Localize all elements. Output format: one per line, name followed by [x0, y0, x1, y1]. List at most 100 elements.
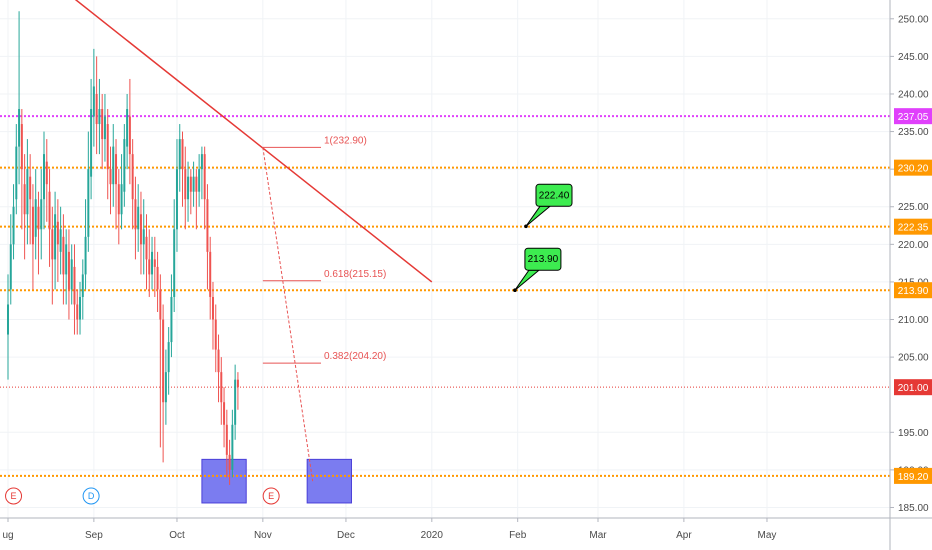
- candle-body: [18, 109, 21, 147]
- candle-body: [184, 169, 187, 200]
- price-tick-label: 205.00: [898, 353, 929, 364]
- candle-body: [37, 206, 40, 230]
- candle-body: [67, 251, 70, 290]
- time-tick-label: ug: [2, 530, 13, 541]
- candle-body: [103, 116, 106, 140]
- time-tick-label: Apr: [676, 530, 692, 541]
- candle-body: [223, 402, 226, 425]
- support-zone-box: [306, 458, 352, 504]
- price-tick-label: 235.00: [898, 127, 929, 138]
- callout-box[interactable]: [524, 247, 562, 271]
- candle-body: [34, 199, 37, 237]
- event-marker[interactable]: [5, 487, 23, 505]
- candle-body: [187, 176, 190, 200]
- candle-body: [214, 319, 217, 350]
- candle-body: [12, 206, 15, 245]
- candle-body: [106, 124, 109, 170]
- candle-body: [159, 289, 162, 320]
- candle-body: [120, 184, 123, 215]
- trendline[interactable]: [52, 0, 433, 283]
- price-tick-label: 240.00: [898, 89, 929, 100]
- candle-body: [101, 109, 104, 140]
- time-tick-label: Feb: [509, 530, 527, 541]
- price-tick-label: 210.00: [898, 315, 929, 326]
- candles: [7, 11, 239, 485]
- candle-body: [217, 349, 220, 373]
- price-tick-label: 245.00: [898, 52, 929, 63]
- candle-body: [65, 244, 68, 275]
- candle-body: [164, 372, 167, 403]
- time-tick-label: May: [758, 530, 777, 541]
- candle-body: [56, 221, 59, 245]
- candle-body: [131, 154, 134, 200]
- level-price-badge[interactable]: [894, 218, 932, 235]
- candle-body: [98, 109, 101, 125]
- level-price-badge[interactable]: [894, 282, 932, 299]
- candle-body: [95, 93, 98, 125]
- event-marker-letter: E: [268, 491, 274, 501]
- time-axis[interactable]: ug Sep Oct Nov Dec 2020 Feb Mar Apr May: [0, 517, 932, 541]
- level-price-badge[interactable]: [894, 159, 932, 176]
- highlight-boxes: [201, 458, 352, 504]
- price-tick-label: 220.00: [898, 240, 929, 251]
- candle-body: [137, 206, 140, 230]
- candle-body: [231, 424, 234, 470]
- descending-trendline[interactable]: [52, 0, 433, 283]
- candle-body: [126, 109, 129, 147]
- candle-body: [48, 191, 51, 230]
- candle-body: [73, 266, 76, 305]
- candle-body: [134, 199, 137, 230]
- candle-body: [192, 176, 195, 192]
- candle-body: [70, 259, 73, 290]
- candle-body: [145, 236, 148, 260]
- fib-level-label: 0.382(204.20): [324, 351, 386, 362]
- candle-body: [40, 199, 43, 230]
- candle-body: [200, 154, 203, 170]
- candle-body: [59, 229, 62, 252]
- price-tick-label: 225.00: [898, 202, 929, 213]
- level-price-badge[interactable]: [894, 108, 932, 125]
- candle-body: [153, 259, 156, 267]
- level-price-badge[interactable]: [894, 467, 932, 484]
- fib-level-label: 1(232.90): [324, 135, 367, 146]
- price-callouts[interactable]: 222.40 213.90: [513, 183, 573, 293]
- event-marker[interactable]: [262, 487, 280, 505]
- candle-body: [115, 154, 118, 185]
- candle-body: [128, 116, 131, 155]
- candle-body: [181, 139, 184, 170]
- callout-box[interactable]: [535, 183, 573, 207]
- last-price-badge[interactable]: [894, 379, 932, 396]
- fibonacci-retracement[interactable]: 1(232.90) 0.618(215.15) 0.382(204.20): [262, 135, 386, 482]
- candle-body: [7, 304, 9, 335]
- candle-body: [79, 296, 82, 320]
- candle-body: [87, 169, 90, 237]
- level-price-badge-text: 213.90: [898, 286, 929, 297]
- candle-body: [195, 176, 198, 192]
- candle-body: [117, 184, 120, 215]
- candle-body: [220, 372, 223, 403]
- candle-body: [189, 176, 192, 192]
- candle-body: [156, 266, 159, 290]
- level-price-badge-text: 230.20: [898, 164, 929, 175]
- price-tick-label: 185.00: [898, 503, 929, 514]
- candle-body: [139, 214, 142, 245]
- event-marker[interactable]: [82, 487, 100, 505]
- callout-anchor-dot: [524, 224, 528, 229]
- level-price-badge-text: 189.20: [898, 472, 929, 483]
- candle-body: [148, 259, 151, 275]
- candle-body: [175, 169, 178, 230]
- event-marker-letter: E: [11, 491, 17, 501]
- candle-body: [234, 379, 237, 425]
- candle-body: [112, 146, 115, 185]
- candle-body: [15, 146, 18, 200]
- price-axis[interactable]: 250.00245.00240.00235.00230.00225.00220.…: [889, 0, 932, 550]
- horizontal-levels[interactable]: [0, 115, 890, 477]
- candle-body: [225, 424, 228, 455]
- price-axis-background: [890, 0, 932, 550]
- time-tick-label: 2020: [421, 530, 444, 541]
- candle-body: [90, 109, 93, 177]
- candle-body: [228, 454, 231, 470]
- candle-body: [151, 251, 154, 275]
